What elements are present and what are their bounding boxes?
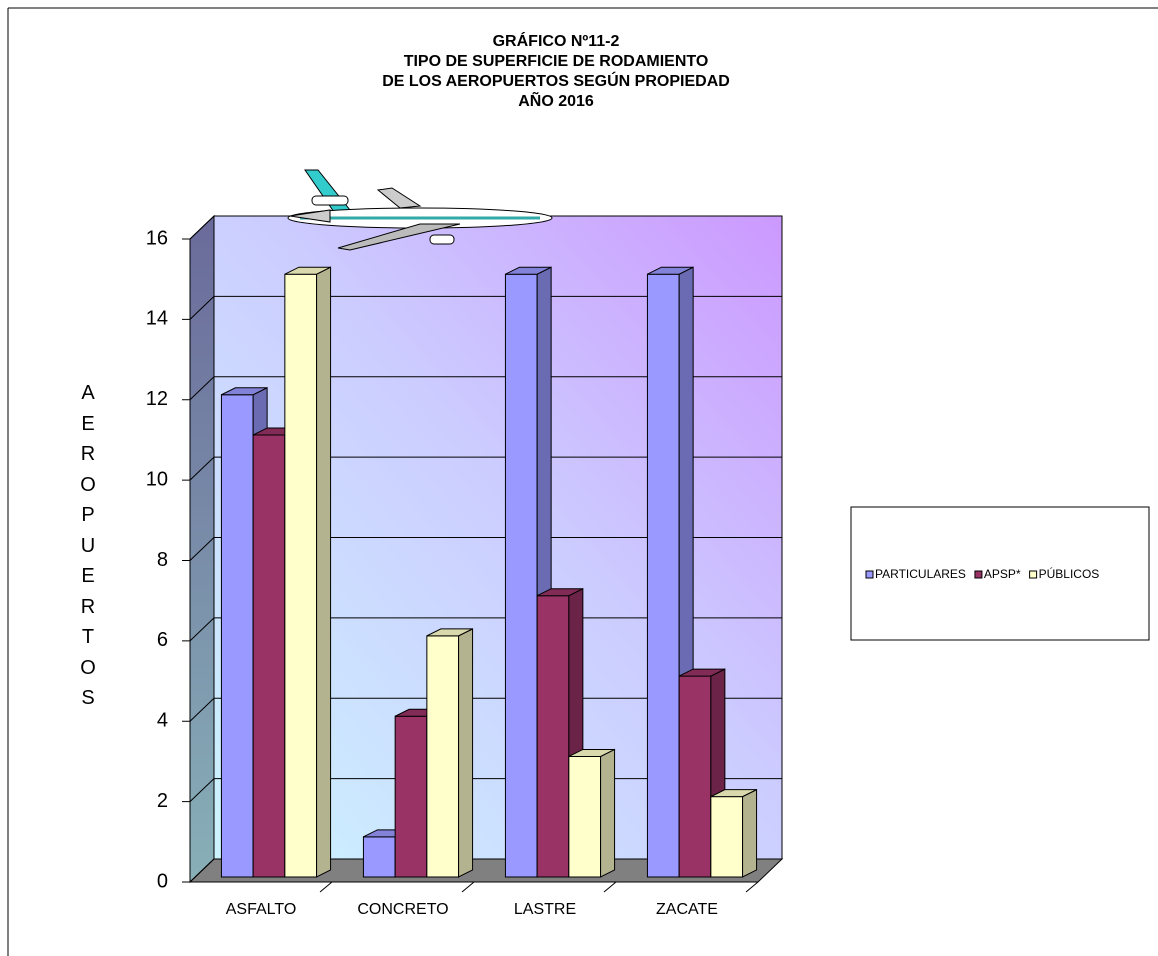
x-tick-label: CONCRETO	[357, 901, 448, 918]
x-tick	[461, 881, 475, 893]
bar-top	[284, 266, 331, 275]
legend-box	[850, 506, 1150, 641]
x-tick-label: LASTRE	[514, 901, 576, 918]
x-tick-label: ZACATE	[656, 901, 718, 918]
x-tick	[319, 881, 333, 893]
bar-front	[220, 394, 254, 878]
grid-line	[189, 376, 782, 401]
x-tick	[745, 881, 759, 893]
grid-line	[189, 697, 782, 722]
bar-front	[646, 273, 680, 878]
y-tick-label: 4	[157, 710, 168, 732]
y-tick-label: 6	[157, 629, 168, 651]
y-tick-label: 14	[146, 308, 168, 330]
grid-line	[189, 295, 782, 320]
bar-front	[426, 635, 460, 878]
chart-title: DE LOS AEROPUERTOS SEGÚN PROPIEDAD	[382, 71, 730, 90]
bar-side	[600, 748, 616, 878]
grid-line	[189, 617, 782, 642]
bar-front	[568, 755, 602, 878]
y-tick-label: 8	[157, 549, 168, 571]
bar-top	[710, 789, 757, 798]
y-axis-label: AEROPUERTOS	[80, 382, 96, 709]
airplane-illustration	[287, 169, 553, 251]
bar	[284, 266, 332, 878]
bar-top	[426, 628, 473, 637]
bar-top	[568, 748, 615, 757]
bar-top	[536, 588, 584, 597]
x-tick	[603, 881, 617, 893]
bar-top	[678, 668, 726, 677]
bar-top	[221, 387, 268, 396]
grid-line	[189, 215, 782, 240]
bar-front	[710, 796, 744, 878]
bar-front	[504, 273, 538, 878]
grid-line	[189, 456, 782, 481]
legend-label: PÚBLICOS	[1039, 566, 1100, 581]
bar-top	[647, 266, 694, 275]
chart-title: AÑO 2016	[518, 90, 594, 110]
y-tick-label: 2	[157, 790, 168, 812]
legend-swatch	[865, 570, 874, 579]
grid-line	[189, 537, 782, 561]
bar-front	[252, 434, 286, 878]
bar-side	[316, 266, 332, 878]
y-tick-label: 12	[146, 388, 168, 410]
bar-front	[394, 715, 428, 878]
chart-title: GRÁFICO Nº11-2	[493, 31, 620, 50]
bar	[710, 788, 758, 878]
chart-title: TIPO DE SUPERFICIE DE RODAMIENTO	[404, 53, 709, 70]
y-tick-label: 16	[146, 227, 168, 249]
bar-front	[284, 273, 318, 878]
y-tick-label: 0	[157, 870, 168, 892]
legend-label: PARTICULARES	[875, 567, 966, 581]
bar	[426, 628, 474, 878]
bar-front	[536, 595, 570, 878]
bar-front	[678, 675, 712, 878]
legend-label: APSP*	[984, 567, 1021, 581]
legend-swatch	[1029, 570, 1038, 579]
bar	[568, 748, 616, 878]
bar-top	[505, 266, 552, 275]
legend-swatch	[974, 570, 983, 579]
bar-front	[362, 836, 396, 878]
x-tick-label: ASFALTO	[226, 901, 297, 918]
bar-side	[742, 788, 758, 878]
y-tick-label: 10	[146, 468, 168, 490]
bar-side	[458, 628, 474, 878]
